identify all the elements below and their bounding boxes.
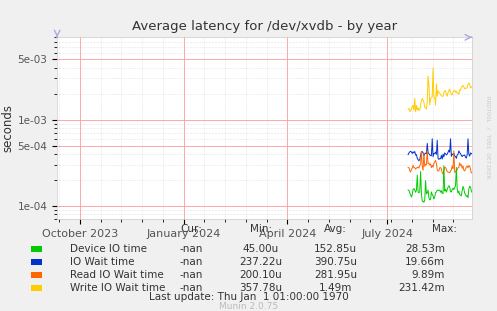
Text: Munin 2.0.75: Munin 2.0.75 [219, 302, 278, 311]
Text: Device IO time: Device IO time [70, 244, 147, 254]
Text: Read IO Wait time: Read IO Wait time [70, 270, 164, 280]
Text: 237.22u: 237.22u [240, 257, 282, 267]
Text: Avg:: Avg: [324, 224, 347, 234]
Text: Last update: Thu Jan  1 01:00:00 1970: Last update: Thu Jan 1 01:00:00 1970 [149, 292, 348, 302]
Text: Min:: Min: [250, 224, 272, 234]
Text: Max:: Max: [432, 224, 457, 234]
Text: 1.49m: 1.49m [319, 283, 352, 293]
Text: RRDTOOL / TOBI OETIKER: RRDTOOL / TOBI OETIKER [486, 95, 491, 178]
Title: Average latency for /dev/xvdb - by year: Average latency for /dev/xvdb - by year [132, 21, 397, 33]
Y-axis label: seconds: seconds [2, 104, 15, 152]
Text: 9.89m: 9.89m [412, 270, 445, 280]
Text: 19.66m: 19.66m [405, 257, 445, 267]
Text: -nan: -nan [179, 244, 203, 254]
Text: IO Wait time: IO Wait time [70, 257, 134, 267]
Text: 152.85u: 152.85u [314, 244, 357, 254]
Text: Write IO Wait time: Write IO Wait time [70, 283, 165, 293]
Text: 28.53m: 28.53m [405, 244, 445, 254]
Text: Cur:: Cur: [180, 224, 202, 234]
Text: -nan: -nan [179, 257, 203, 267]
Text: 200.10u: 200.10u [240, 270, 282, 280]
Text: 231.42m: 231.42m [398, 283, 445, 293]
Text: -nan: -nan [179, 270, 203, 280]
Text: -nan: -nan [179, 283, 203, 293]
Text: 390.75u: 390.75u [314, 257, 357, 267]
Text: 45.00u: 45.00u [243, 244, 279, 254]
Text: 281.95u: 281.95u [314, 270, 357, 280]
Text: 357.78u: 357.78u [240, 283, 282, 293]
